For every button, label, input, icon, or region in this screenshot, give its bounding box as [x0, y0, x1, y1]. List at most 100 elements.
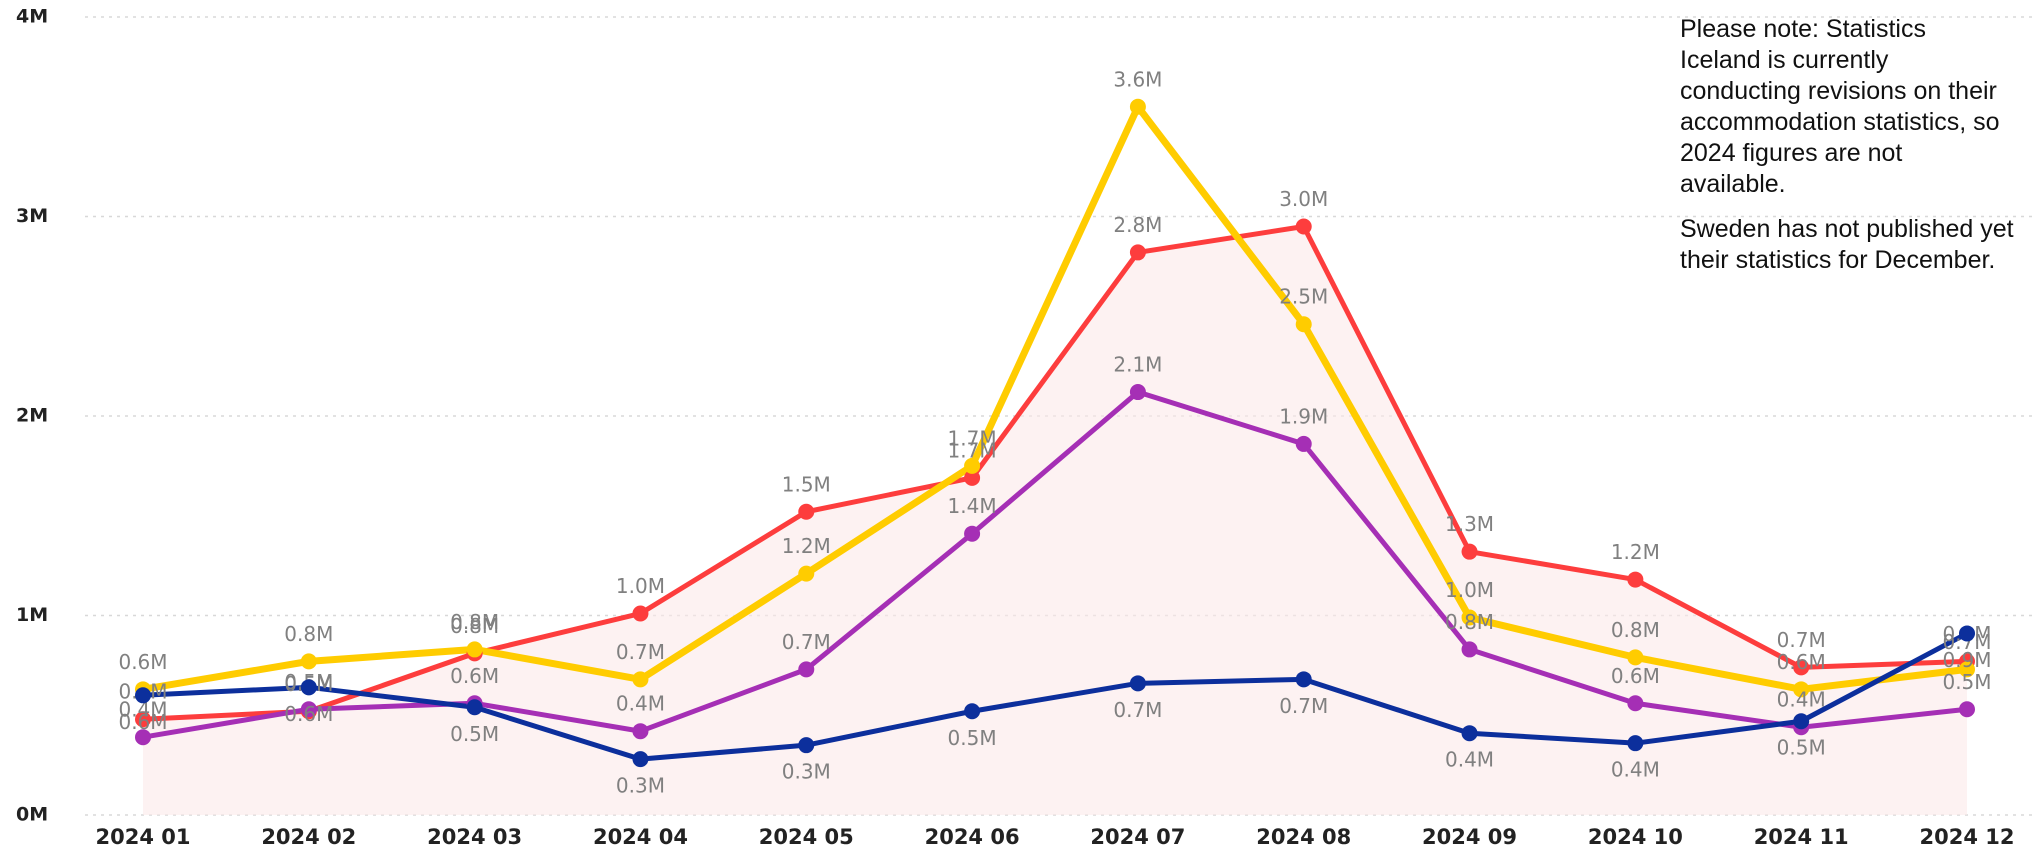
point [1295, 435, 1312, 452]
data-label: 0.8M [450, 614, 499, 638]
data-label: 0.7M [1279, 694, 1328, 718]
x-tick-label: 2024 12 [1920, 825, 2015, 849]
point [1129, 98, 1146, 115]
y-tick-label: 3M [16, 205, 48, 227]
point [632, 751, 649, 768]
point [300, 679, 317, 696]
point [1959, 701, 1975, 718]
note: Please note: Statistics Iceland is curre… [1680, 15, 2000, 198]
point [300, 701, 317, 718]
data-label: 0.9M [1942, 648, 1991, 672]
point [1129, 384, 1146, 401]
series-line [142, 631, 1969, 762]
data-label: 0.4M [1445, 748, 1494, 772]
y-tick-label: 4M [16, 6, 48, 28]
data-label: 0.5M [1942, 670, 1991, 694]
point [964, 469, 981, 486]
point [1295, 218, 1312, 235]
point [466, 699, 483, 716]
point [1627, 571, 1644, 588]
point [135, 687, 151, 704]
point [1793, 659, 1810, 676]
point [632, 671, 649, 688]
data-label: 0.7M [1113, 698, 1162, 722]
point [964, 703, 981, 720]
x-tick-label: 2024 06 [925, 825, 1020, 849]
point [1461, 641, 1478, 658]
data-label: 1.4M [948, 494, 997, 518]
data-label: 3.6M [1113, 67, 1162, 91]
point [300, 653, 317, 670]
x-tick-label: 2024 10 [1588, 825, 1683, 849]
data-label: 0.6M [450, 664, 499, 688]
point [135, 729, 151, 746]
data-label: 0.6M [1611, 664, 1660, 688]
data-label: 0.7M [782, 630, 831, 654]
data-label: 0.8M [1611, 618, 1660, 642]
point [135, 711, 151, 728]
point [1793, 681, 1810, 698]
data-label: 0.4M [616, 692, 665, 716]
point [1461, 725, 1478, 742]
x-tick-label: 2024 07 [1090, 825, 1185, 849]
point [1627, 649, 1644, 666]
x-tick-label: 2024 05 [759, 825, 854, 849]
point [1129, 244, 1146, 261]
data-label: 2.5M [1279, 285, 1328, 309]
y-tick-label: 2M [16, 405, 48, 427]
point [1627, 695, 1644, 712]
point [1461, 609, 1478, 626]
series-line [142, 103, 1968, 693]
data-label: 0.7M [1777, 628, 1826, 652]
point [798, 661, 815, 678]
point [798, 565, 815, 582]
x-tick-label: 2024 03 [427, 825, 522, 849]
y-tick-label: 1M [16, 604, 48, 626]
point [798, 503, 815, 520]
x-tick-label: 2024 08 [1256, 825, 1351, 849]
data-label: 0.3M [782, 760, 831, 784]
point [798, 737, 815, 754]
data-label: 3.0M [1279, 187, 1328, 211]
point [964, 525, 981, 542]
note: Sweden has not published yet their stati… [1680, 215, 2014, 274]
notes: Please note: Statistics Iceland is curre… [1680, 14, 2036, 290]
data-label: 0.6M [118, 710, 167, 734]
point [1129, 675, 1146, 692]
data-label: 0.5M [1777, 736, 1826, 760]
data-label: 1.2M [782, 534, 831, 558]
x-tick-label: 2024 11 [1754, 825, 1849, 849]
point [466, 641, 483, 658]
data-label: 0.8M [450, 610, 499, 634]
point [1627, 735, 1644, 752]
x-tick-label: 2024 01 [96, 825, 191, 849]
point [1461, 543, 1478, 560]
data-label: 1.7M [948, 426, 997, 450]
point [1295, 316, 1312, 333]
data-label: 1.9M [1279, 404, 1328, 428]
y-tick-label: 0M [16, 804, 48, 826]
point [1959, 661, 1975, 678]
point [1295, 671, 1312, 688]
data-label: 0.4M [1611, 758, 1660, 782]
data-label: 1.3M [1445, 512, 1494, 536]
point [964, 457, 981, 474]
data-label: 0.3M [616, 774, 665, 798]
data-label: 2.1M [1113, 353, 1162, 377]
series-line [142, 223, 1968, 722]
point [1959, 625, 1975, 642]
data-label: 0.8M [284, 622, 333, 646]
data-label: 0.7M [616, 640, 665, 664]
data-label: 0.6M [1777, 650, 1826, 674]
data-label: 0.6M [118, 650, 167, 674]
data-label: 0.4M [1777, 688, 1826, 712]
data-label: 1.2M [1611, 540, 1660, 564]
data-label: 0.5M [450, 722, 499, 746]
x-tick-label: 2024 04 [593, 825, 688, 849]
data-label: 0.5M [948, 726, 997, 750]
point [1793, 713, 1810, 730]
data-label: 1.0M [1445, 578, 1494, 602]
point [632, 723, 649, 740]
